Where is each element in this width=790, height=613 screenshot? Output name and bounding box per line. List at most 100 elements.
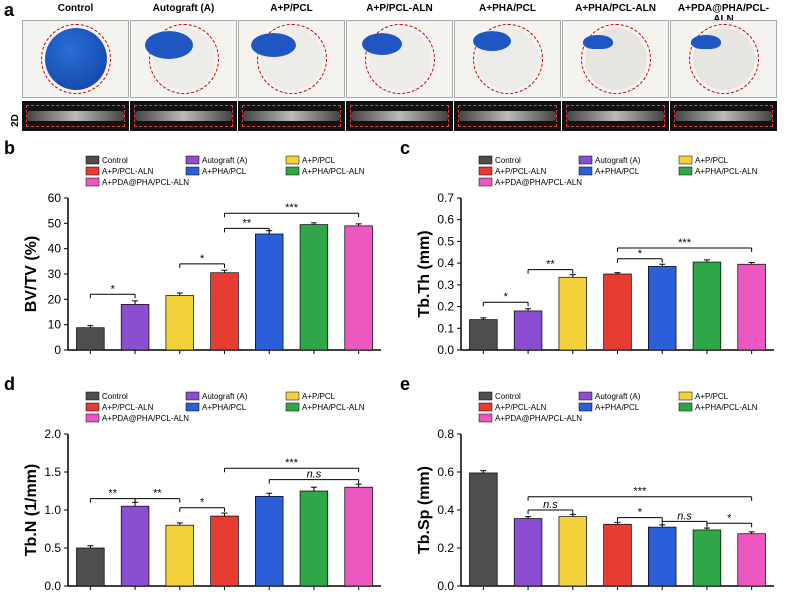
column-title: A+PHA/PCL-ALN [562, 3, 669, 14]
svg-text:***: *** [633, 486, 647, 498]
svg-text:*: * [638, 248, 643, 260]
image-3d [346, 20, 453, 98]
svg-text:BV/TV (%): BV/TV (%) [23, 236, 40, 312]
image-2d [130, 101, 237, 131]
image-3d [130, 20, 237, 98]
svg-text:***: *** [285, 457, 299, 469]
svg-text:A+PHA/PCL: A+PHA/PCL [595, 167, 640, 176]
image-3d [670, 20, 777, 98]
svg-text:**: ** [108, 488, 117, 500]
svg-text:0.5: 0.5 [44, 541, 61, 555]
svg-text:*: * [200, 497, 205, 509]
svg-text:**: ** [153, 488, 162, 500]
svg-text:0.6: 0.6 [437, 465, 454, 479]
chart-tbth: 0.00.10.20.30.40.50.60.7*******Tb.Th (mm… [415, 152, 780, 368]
svg-text:A+PDA@PHA/PCL-ALN: A+PDA@PHA/PCL-ALN [495, 414, 582, 423]
svg-text:50: 50 [48, 216, 62, 230]
svg-text:40: 40 [48, 242, 62, 256]
image-3d [562, 20, 669, 98]
svg-text:n.s: n.s [543, 499, 558, 511]
chart-bvtv: 0102030405060*******BV/TV (%)ControlAuto… [22, 152, 387, 368]
image-2d [562, 101, 669, 131]
svg-text:20: 20 [48, 292, 62, 306]
panel-label-d: d [4, 374, 15, 395]
svg-text:*: * [504, 291, 509, 303]
panel-label-c: c [400, 138, 410, 159]
svg-text:A+P/PCL: A+P/PCL [302, 156, 336, 165]
svg-text:A+PDA@PHA/PCL-ALN: A+PDA@PHA/PCL-ALN [102, 178, 189, 187]
svg-text:Tb.Th (mm): Tb.Th (mm) [416, 230, 433, 317]
svg-text:2.0: 2.0 [44, 427, 61, 441]
svg-text:0.8: 0.8 [437, 427, 454, 441]
svg-text:0.7: 0.7 [437, 191, 454, 205]
image-3d [238, 20, 345, 98]
svg-text:A+PHA/PCL-ALN: A+PHA/PCL-ALN [302, 403, 365, 412]
svg-text:0.6: 0.6 [437, 213, 454, 227]
svg-text:0.1: 0.1 [437, 321, 454, 335]
svg-text:0.4: 0.4 [437, 256, 454, 270]
svg-text:0.0: 0.0 [44, 579, 61, 593]
image-row: 3D view 2D ControlAutograft (A)A+P/PCLA+… [22, 7, 782, 135]
column-title: Control [22, 3, 129, 14]
svg-text:Autograft (A): Autograft (A) [595, 156, 641, 165]
image-2d [454, 101, 561, 131]
label-2d: 2D [10, 114, 21, 127]
image-3d [22, 20, 129, 98]
svg-text:A+PHA/PCL-ALN: A+PHA/PCL-ALN [695, 167, 758, 176]
svg-text:A+P/PCL-ALN: A+P/PCL-ALN [102, 403, 154, 412]
svg-text:1.0: 1.0 [44, 503, 61, 517]
column-title: A+P/PCL-ALN [346, 3, 453, 14]
svg-text:A+PHA/PCL-ALN: A+PHA/PCL-ALN [695, 403, 758, 412]
image-2d [22, 101, 129, 131]
svg-text:*: * [638, 507, 643, 519]
svg-text:0.5: 0.5 [437, 234, 454, 248]
svg-text:*: * [727, 512, 732, 524]
svg-text:n.s: n.s [677, 510, 692, 522]
svg-text:**: ** [243, 217, 252, 229]
column-title: Autograft (A) [130, 3, 237, 14]
svg-text:Control: Control [102, 156, 128, 165]
svg-text:A+P/PCL: A+P/PCL [695, 156, 729, 165]
image-2d [238, 101, 345, 131]
svg-text:A+P/PCL-ALN: A+P/PCL-ALN [102, 167, 154, 176]
svg-text:**: ** [546, 259, 555, 271]
svg-text:0.4: 0.4 [437, 503, 454, 517]
column-title: A+PHA/PCL [454, 3, 561, 14]
svg-text:A+PDA@PHA/PCL-ALN: A+PDA@PHA/PCL-ALN [102, 414, 189, 423]
svg-text:Control: Control [495, 392, 521, 401]
svg-text:n.s: n.s [307, 469, 322, 481]
svg-text:0.2: 0.2 [437, 300, 454, 314]
svg-text:30: 30 [48, 267, 62, 281]
svg-text:A+P/PCL-ALN: A+P/PCL-ALN [495, 167, 547, 176]
svg-text:***: *** [285, 202, 299, 214]
svg-text:A+PDA@PHA/PCL-ALN: A+PDA@PHA/PCL-ALN [495, 178, 582, 187]
svg-text:0: 0 [54, 343, 61, 357]
svg-text:Control: Control [102, 392, 128, 401]
svg-text:*: * [111, 283, 116, 295]
svg-text:Autograft (A): Autograft (A) [202, 156, 248, 165]
image-2d [346, 101, 453, 131]
svg-text:60: 60 [48, 191, 62, 205]
image-2d [670, 101, 777, 131]
svg-text:A+PHA/PCL: A+PHA/PCL [202, 167, 247, 176]
svg-text:A+P/PCL: A+P/PCL [302, 392, 336, 401]
chart-tbsp: 0.00.20.40.60.8n.s*n.s****Tb.Sp (mm)Cont… [415, 388, 780, 604]
svg-text:1.5: 1.5 [44, 465, 61, 479]
svg-text:0.3: 0.3 [437, 278, 454, 292]
svg-text:A+PHA/PCL-ALN: A+PHA/PCL-ALN [302, 167, 365, 176]
chart-tbn: 0.00.51.01.52.0*****n.s***Tb.N (1/mm)Con… [22, 388, 387, 604]
svg-text:A+PHA/PCL: A+PHA/PCL [595, 403, 640, 412]
panel-label-e: e [400, 374, 410, 395]
column-title: A+P/PCL [238, 3, 345, 14]
svg-text:Tb.N (1/mm): Tb.N (1/mm) [23, 464, 40, 556]
svg-text:10: 10 [48, 318, 62, 332]
svg-text:Autograft (A): Autograft (A) [595, 392, 641, 401]
svg-text:A+P/PCL: A+P/PCL [695, 392, 729, 401]
svg-text:0.2: 0.2 [437, 541, 454, 555]
svg-text:A+P/PCL-ALN: A+P/PCL-ALN [495, 403, 547, 412]
panel-label-a: a [4, 0, 14, 21]
svg-text:Tb.Sp (mm): Tb.Sp (mm) [416, 466, 433, 554]
image-3d [454, 20, 561, 98]
svg-text:0.0: 0.0 [437, 343, 454, 357]
svg-text:Control: Control [495, 156, 521, 165]
